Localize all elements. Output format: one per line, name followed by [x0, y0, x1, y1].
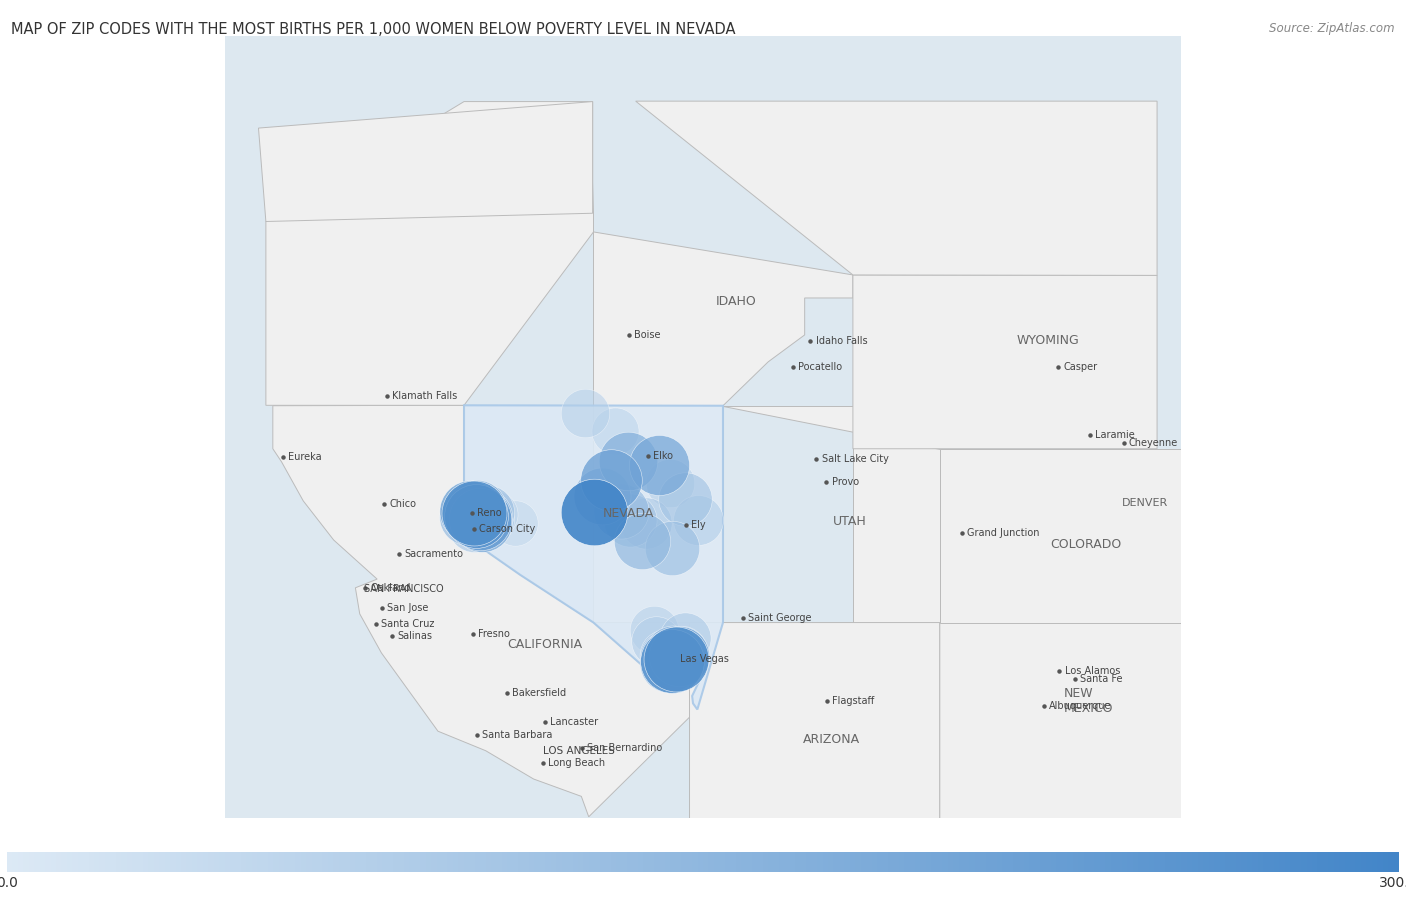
Point — [468, 512, 491, 526]
Text: DENVER: DENVER — [1122, 499, 1168, 509]
Point — [599, 473, 621, 487]
Polygon shape — [939, 623, 1202, 869]
Point — [574, 406, 596, 421]
Text: Elko: Elko — [654, 451, 673, 461]
Text: ARIZONA: ARIZONA — [803, 734, 860, 746]
Point — [661, 654, 683, 668]
Point — [591, 488, 613, 503]
Text: Salt Lake City: Salt Lake City — [821, 454, 889, 464]
Text: Las Vegas: Las Vegas — [681, 654, 730, 663]
Text: LOS ANGELES: LOS ANGELES — [543, 746, 614, 756]
Text: CALIFORNIA: CALIFORNIA — [508, 637, 582, 651]
Text: UTAH: UTAH — [834, 515, 868, 529]
Point — [458, 503, 481, 518]
Text: Flagstaff: Flagstaff — [832, 696, 875, 706]
Text: NEVADA: NEVADA — [603, 507, 654, 521]
Point — [634, 515, 657, 530]
Point — [503, 515, 526, 530]
Point — [619, 512, 641, 527]
Text: Chico: Chico — [389, 499, 416, 509]
Text: Sacramento: Sacramento — [405, 549, 464, 559]
Text: Boise: Boise — [634, 330, 661, 341]
Point — [645, 634, 668, 648]
Text: Santa Barbara: Santa Barbara — [482, 730, 553, 740]
Point — [478, 512, 501, 527]
Point — [669, 645, 692, 659]
Point — [482, 507, 505, 521]
Text: Cheyenne: Cheyenne — [1129, 438, 1178, 448]
Text: Ely: Ely — [692, 520, 706, 530]
Point — [582, 505, 605, 520]
Point — [647, 458, 669, 473]
Polygon shape — [259, 102, 593, 221]
Point — [655, 651, 678, 665]
Point — [605, 423, 627, 438]
Text: Long Beach: Long Beach — [548, 758, 605, 768]
Text: Carson City: Carson City — [479, 524, 536, 534]
Text: Idaho Falls: Idaho Falls — [815, 335, 868, 345]
Text: Santa Cruz: Santa Cruz — [381, 619, 434, 629]
Polygon shape — [593, 232, 853, 623]
Text: Oakland: Oakland — [371, 583, 411, 592]
Polygon shape — [723, 405, 939, 623]
Text: Pocatello: Pocatello — [797, 362, 842, 372]
Text: Santa Fe: Santa Fe — [1080, 674, 1122, 684]
Polygon shape — [939, 449, 1244, 623]
Point — [673, 492, 696, 506]
Text: Provo: Provo — [831, 477, 859, 487]
Text: Reno: Reno — [478, 508, 502, 518]
Text: COLORADO: COLORADO — [1050, 538, 1122, 551]
Point — [673, 630, 696, 645]
Text: Casper: Casper — [1064, 362, 1098, 372]
Point — [465, 502, 488, 516]
Point — [610, 503, 633, 518]
Point — [631, 534, 654, 548]
Point — [471, 515, 494, 530]
Text: Laramie: Laramie — [1095, 431, 1135, 441]
Point — [658, 655, 681, 670]
Polygon shape — [853, 275, 1157, 449]
Polygon shape — [273, 405, 697, 817]
Point — [463, 506, 485, 521]
Text: Klamath Falls: Klamath Falls — [392, 391, 457, 401]
Point — [472, 510, 495, 524]
Text: NEW
MEXICO: NEW MEXICO — [1064, 687, 1114, 715]
Text: San Bernardino: San Bernardino — [586, 743, 662, 753]
Text: WYOMING: WYOMING — [1017, 334, 1078, 347]
Point — [617, 454, 640, 468]
Point — [662, 646, 685, 661]
Point — [668, 649, 690, 663]
Text: Eureka: Eureka — [288, 452, 322, 462]
Text: Grand Junction: Grand Junction — [967, 528, 1039, 538]
Point — [661, 540, 683, 555]
Text: SAN FRANCISCO: SAN FRANCISCO — [364, 584, 444, 594]
Point — [686, 512, 709, 527]
Point — [665, 652, 688, 666]
Text: Source: ZipAtlas.com: Source: ZipAtlas.com — [1270, 22, 1395, 35]
Text: Saint George: Saint George — [748, 613, 811, 623]
Point — [475, 505, 498, 520]
Text: Salinas: Salinas — [396, 631, 432, 642]
Text: MAP OF ZIP CODES WITH THE MOST BIRTHS PER 1,000 WOMEN BELOW POVERTY LEVEL IN NEV: MAP OF ZIP CODES WITH THE MOST BIRTHS PE… — [11, 22, 735, 38]
Point — [463, 519, 485, 533]
Point — [643, 623, 665, 637]
Text: Lancaster: Lancaster — [551, 717, 599, 727]
Text: IDAHO: IDAHO — [716, 295, 756, 307]
Polygon shape — [636, 102, 1157, 275]
Text: Bakersfield: Bakersfield — [512, 689, 567, 699]
Polygon shape — [689, 623, 939, 869]
Polygon shape — [464, 405, 723, 709]
Polygon shape — [266, 102, 593, 405]
Text: Albuquerque: Albuquerque — [1049, 701, 1112, 711]
Text: Fresno: Fresno — [478, 629, 510, 639]
Text: Los Alamos: Los Alamos — [1064, 666, 1121, 676]
Point — [456, 510, 478, 524]
Point — [465, 509, 488, 523]
Point — [658, 476, 681, 490]
Point — [654, 648, 676, 663]
Text: San Jose: San Jose — [387, 603, 429, 613]
